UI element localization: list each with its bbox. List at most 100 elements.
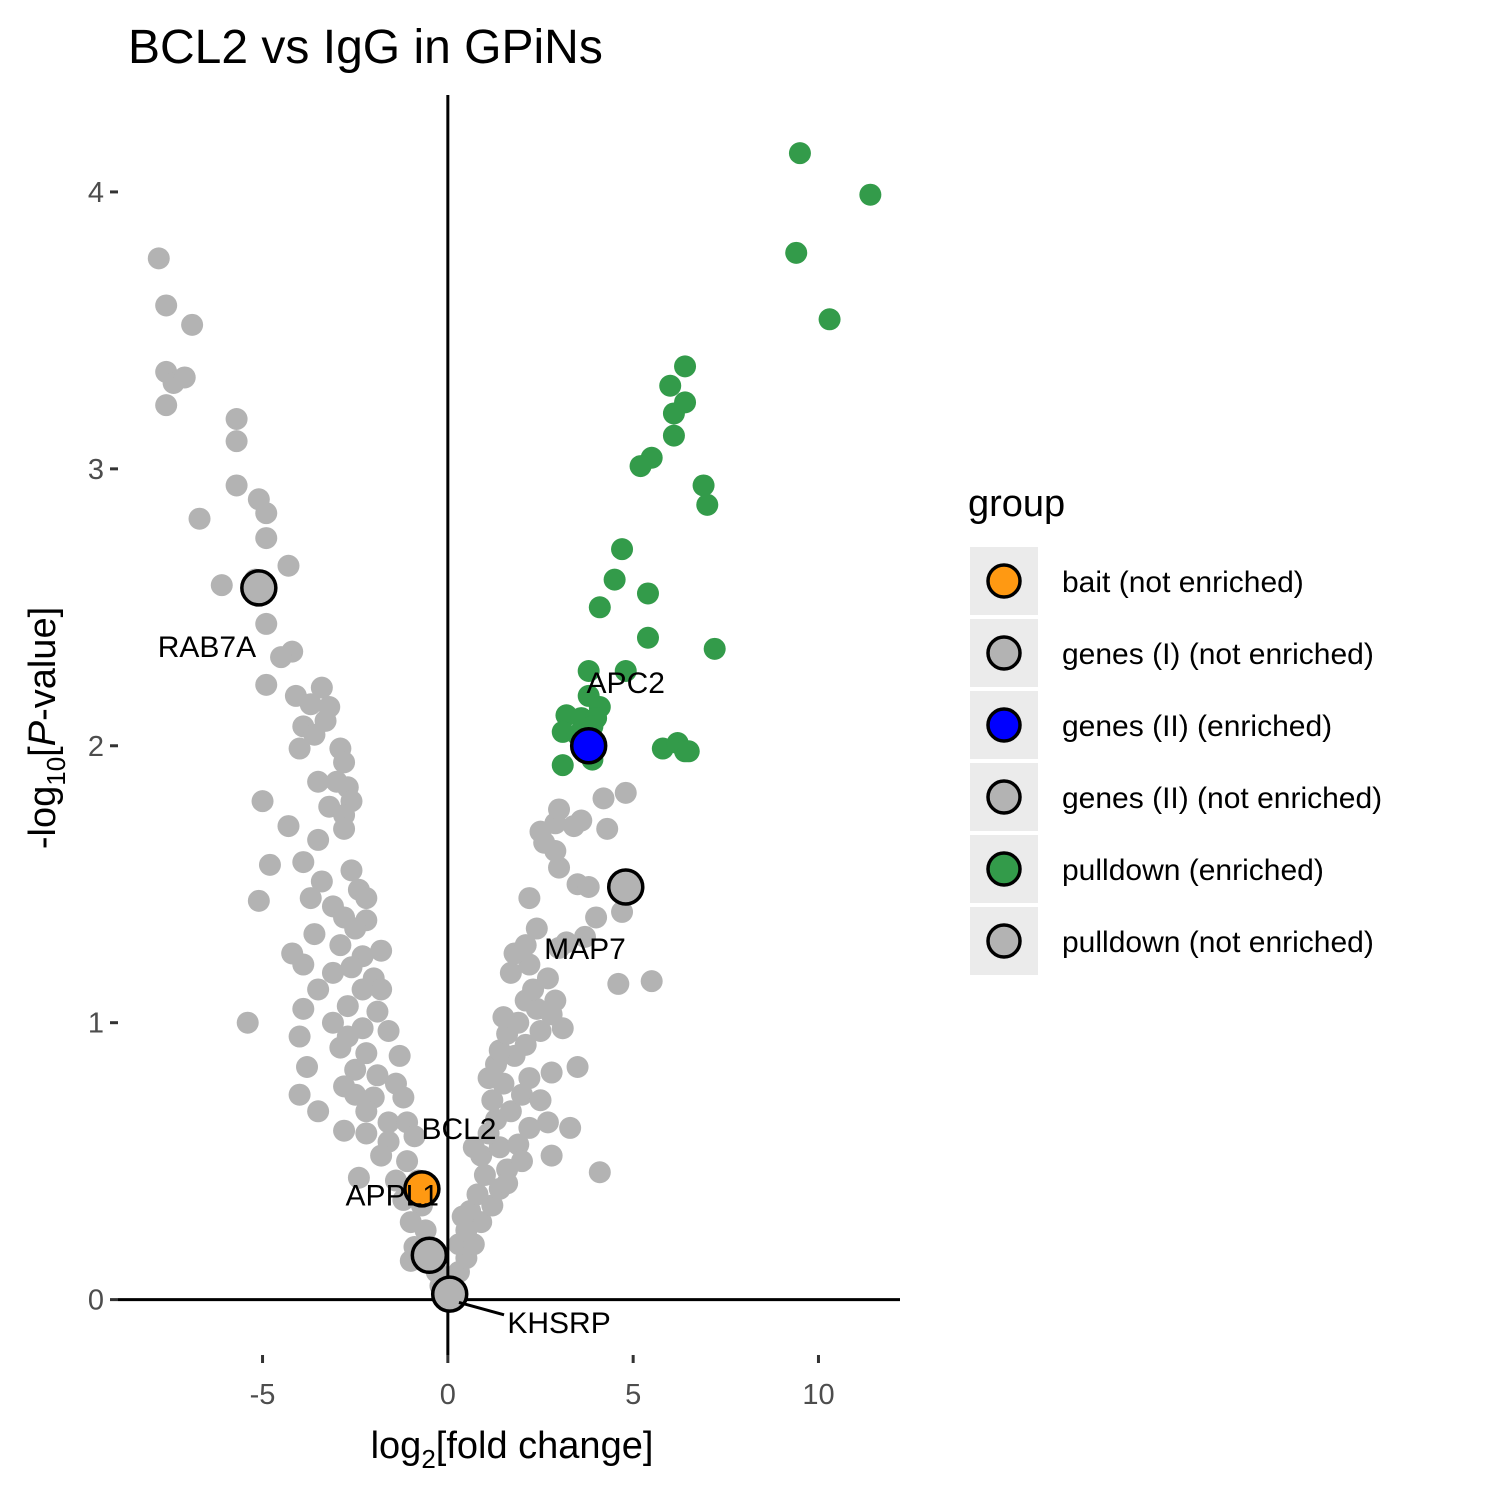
data-point — [481, 1089, 504, 1112]
data-point — [310, 676, 333, 699]
data-point — [288, 1083, 311, 1106]
x-tick-label: 5 — [625, 1379, 641, 1411]
point-label: APPL1 — [346, 1179, 439, 1212]
label-pointer — [458, 1300, 505, 1317]
data-point — [577, 876, 600, 898]
data-point — [344, 917, 367, 940]
data-point — [388, 1044, 411, 1067]
data-point — [614, 781, 637, 804]
data-point — [629, 455, 652, 478]
data-point — [473, 1164, 496, 1186]
data-point — [518, 887, 541, 910]
data-point — [147, 247, 170, 270]
data-point — [818, 308, 841, 331]
data-point — [299, 693, 322, 716]
data-point — [585, 906, 608, 929]
data-point — [310, 870, 333, 893]
data-point — [588, 1161, 611, 1184]
data-point — [573, 925, 596, 948]
data-point — [525, 917, 548, 940]
data-point — [614, 660, 637, 682]
y-tick-label: 2 — [88, 731, 104, 763]
data-point — [303, 723, 326, 746]
data-point — [370, 1144, 393, 1167]
data-point — [336, 995, 359, 1018]
data-point — [510, 1150, 533, 1173]
data-point — [466, 1183, 489, 1206]
legend-key-swatch — [986, 923, 1022, 959]
data-point — [551, 754, 574, 777]
chart-title: BCL2 vs IgG in GPiNs — [128, 21, 603, 74]
legend: group bait (not enriched) genes (I) (not … — [968, 483, 1382, 975]
data-point — [329, 1036, 352, 1059]
point-labels: RAB7A APC2 MAP7 BCL2 APPL1 KHSRP — [158, 631, 665, 1340]
data-point — [499, 1100, 522, 1123]
data-point — [333, 751, 356, 774]
data-point — [462, 1136, 485, 1159]
data-point — [270, 646, 293, 669]
highlighted-point — [569, 727, 608, 765]
legend-entries: bait (not enriched) genes (I) (not enrich… — [970, 547, 1382, 975]
data-point — [403, 1125, 426, 1148]
data-point — [258, 853, 281, 876]
data-point — [540, 1061, 563, 1084]
data-point — [155, 394, 178, 417]
data-point — [292, 997, 315, 1020]
data-point — [288, 1025, 311, 1048]
data-point — [377, 1020, 400, 1042]
data-point — [518, 1067, 541, 1090]
data-point — [277, 815, 300, 838]
data-point — [210, 574, 233, 597]
data-point — [396, 1150, 419, 1173]
point-label: RAB7A — [158, 631, 256, 664]
data-point — [548, 798, 571, 821]
data-point — [307, 770, 330, 793]
reference-lines — [118, 95, 900, 1355]
x-axis-title: log2[fold change] — [371, 1425, 654, 1474]
data-point — [607, 972, 630, 995]
data-point — [377, 1111, 400, 1134]
legend-key-swatch — [986, 707, 1022, 743]
data-point — [696, 493, 719, 516]
data-point — [536, 967, 559, 990]
data-point — [499, 961, 522, 984]
data-point — [188, 507, 211, 530]
data-point — [496, 1172, 519, 1195]
data-point — [329, 934, 352, 957]
data-point — [514, 934, 537, 957]
legend-entry-label: pulldown (not enriched) — [1062, 926, 1374, 959]
data-point — [370, 939, 393, 962]
data-point — [366, 1000, 389, 1023]
legend-key-swatch — [986, 635, 1022, 671]
data-point — [636, 626, 659, 649]
highlighted-points — [240, 569, 645, 1313]
y-tick-label: 3 — [88, 454, 104, 486]
legend-entry-label: pulldown (enriched) — [1062, 854, 1324, 887]
data-point — [510, 1083, 533, 1106]
data-point — [351, 978, 374, 1001]
data-point — [255, 612, 278, 635]
data-point — [333, 817, 356, 840]
data-point — [414, 1219, 437, 1242]
data-point — [340, 859, 363, 882]
point-label: KHSRP — [507, 1307, 610, 1340]
data-point — [451, 1205, 474, 1228]
data-point — [307, 1100, 330, 1123]
data-point — [307, 978, 330, 1001]
data-point — [536, 1111, 559, 1134]
data-point — [181, 313, 204, 336]
data-point — [247, 889, 270, 912]
data-point — [677, 740, 700, 763]
y-tick-label: 4 — [88, 177, 104, 209]
data-point — [321, 1011, 344, 1034]
data-point — [662, 424, 685, 447]
x-tick-label: -5 — [250, 1379, 276, 1411]
data-point — [344, 1083, 367, 1106]
data-point — [548, 856, 571, 879]
legend-entry-label: genes (I) (not enriched) — [1062, 638, 1374, 671]
data-point — [288, 737, 311, 760]
data-point — [355, 1100, 378, 1123]
data-point — [255, 673, 278, 696]
data-point — [347, 1166, 370, 1189]
data-point — [292, 953, 315, 976]
